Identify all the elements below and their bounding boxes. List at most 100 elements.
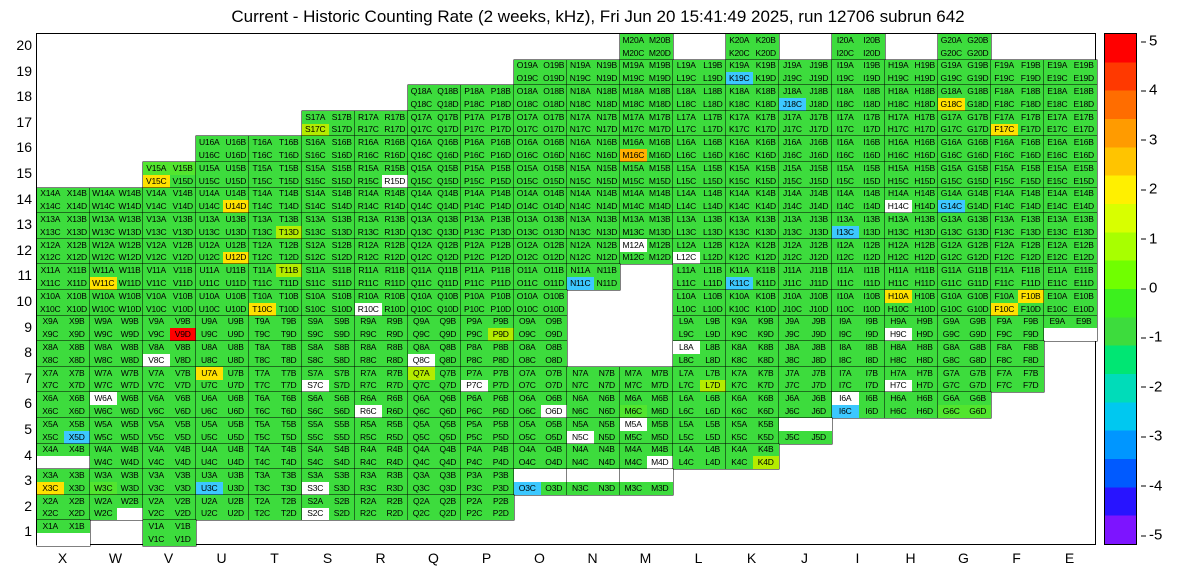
cell-quad-S11A: S11A (302, 264, 329, 278)
cell-quad-Q8C: Q8C (408, 353, 435, 367)
cell-quad-R10C: R10C (355, 302, 382, 316)
cell-quad-G17C: G17C (938, 123, 965, 137)
cell-quad-K19C: K19C (726, 72, 753, 86)
cell-quad-G18D: G18D (964, 97, 991, 111)
heatmap-cell-V11: V11A V11B V11C V11D (143, 264, 196, 290)
cell-quad-H12D: H12D (911, 251, 938, 265)
cell-quad-E9A: E9A (1044, 315, 1071, 329)
cell-quad-K5A: K5A (726, 418, 753, 431)
cell-quad-P17A: P17A (461, 110, 488, 124)
heatmap-cell-W8: W8A W8B W8C W8D (90, 341, 143, 367)
cell-quad-T8D: T8D (275, 353, 302, 367)
x-axis-label-L: L (694, 550, 703, 566)
cell-quad-U15A: U15A (196, 162, 223, 175)
cell-quad-S10B: S10B (328, 290, 355, 303)
cell-quad-V6B: V6B (169, 392, 196, 406)
cell-quad-N3C: N3C (567, 481, 594, 495)
cell-quad-K20A: K20A (726, 34, 753, 47)
heatmap-cell-W3: W3A W3B W3C W3D (90, 469, 143, 495)
cell-quad-F15A: F15A (991, 162, 1018, 175)
cell-quad-N5A: N5A (567, 418, 594, 431)
cell-quad-K17B: K17B (752, 110, 779, 124)
cell-quad-S16A: S16A (302, 136, 329, 150)
heatmap-cell-P8: P8A P8B P8C P8D (461, 341, 514, 367)
colorbar-tick-label-5: 5 (1140, 32, 1158, 50)
cell-quad-J8B: J8B (805, 341, 832, 354)
cell-quad-T7A: T7A (249, 366, 276, 380)
cell-quad-U8D: U8D (222, 353, 249, 367)
cell-quad-K20B: K20B (752, 34, 779, 47)
cell-quad-K14A: K14A (726, 187, 753, 201)
cell-quad-Q13B: Q13B (434, 213, 461, 226)
heatmap-cell-S10: S10A S10B S10C S10D (302, 290, 355, 316)
cell-quad-F14D: F14D (1017, 200, 1044, 214)
cell-quad-S9B: S9B (328, 315, 355, 329)
heatmap-cell-F13: F13A F13B F13C F13D (991, 213, 1044, 239)
heatmap-cell-J10: J10A J10B J10C J10D (779, 290, 832, 316)
cell-quad-V8C: V8C (143, 353, 170, 367)
cell-quad-V15C: V15C (143, 174, 170, 188)
cell-quad-S4D: S4D (328, 456, 355, 470)
cell-quad-U10D: U10D (222, 302, 249, 316)
cell-quad-O15A: O15A (514, 162, 541, 175)
cell-quad-M14B: M14B (646, 187, 673, 201)
cell-quad-K16D: K16D (752, 149, 779, 162)
heatmap-cell-X13: X13A X13B X13C X13D (37, 213, 90, 239)
cell-quad-R17C: R17C (355, 123, 382, 137)
cell-quad-P11C: P11C (461, 277, 488, 290)
heatmap-cell-E17: E17A E17B E17C E17D (1044, 110, 1097, 137)
cell-quad-L9D: L9D (699, 328, 726, 342)
cell-quad-F11D: F11D (1017, 277, 1044, 290)
cell-quad-N12C: N12C (567, 251, 594, 265)
cell-quad-R5D: R5D (381, 430, 408, 444)
cell-quad-M4B: M4B (646, 443, 673, 457)
cell-quad-M12D: M12D (646, 251, 673, 265)
cell-quad-S6A: S6A (302, 392, 329, 406)
cell-quad-Q6A: Q6A (408, 392, 435, 406)
cell-quad-W9C: W9C (90, 328, 117, 342)
cell-quad-P17D: P17D (487, 123, 514, 137)
cell-quad-U5D: U5D (222, 430, 249, 444)
cell-quad-O18A: O18A (514, 85, 541, 98)
cell-quad-I7B: I7B (858, 366, 885, 380)
cell-quad-T10A: T10A (249, 290, 276, 303)
cell-quad-K7B: K7B (752, 366, 779, 380)
heatmap-cell-P18: P18A P18B P18C P18D (461, 85, 514, 111)
cell-quad-V1C: V1C (143, 533, 170, 546)
cell-quad-W11C: W11C (90, 277, 117, 290)
cell-quad-F8D: F8D (1017, 353, 1044, 367)
cell-quad-K7A: K7A (726, 366, 753, 380)
heatmap-cell-X12: X12A X12B X12C X12D (37, 238, 90, 265)
cell-quad-X7B: X7B (63, 366, 90, 380)
cell-quad-O12D: O12D (540, 251, 567, 265)
cell-quad-L4B: L4B (699, 443, 726, 457)
heatmap-cell-M7: M7A M7B M7C M7D (620, 366, 673, 393)
heatmap-cell-X5: X5A X5B X5C X5D (37, 418, 90, 444)
cell-quad-J17C: J17C (779, 123, 806, 137)
cell-quad-M13A: M13A (620, 213, 647, 226)
y-axis-label-9: 9 (24, 318, 32, 335)
cell-quad-S8C: S8C (302, 353, 329, 367)
cell-quad-E12B: E12B (1070, 238, 1097, 252)
cell-quad-G16B: G16B (964, 136, 991, 150)
cell-quad-I10C: I10C (832, 302, 859, 316)
heatmap-cell-N14: N14A N14B N14C N14D (567, 187, 620, 214)
cell-quad-U14D: U14D (222, 200, 249, 214)
cell-quad-J11A: J11A (779, 264, 806, 278)
cell-quad-R10D: R10D (381, 302, 408, 316)
cell-quad-H18A: H18A (885, 85, 912, 98)
cell-quad-J11B: J11B (805, 264, 832, 278)
cell-quad-X6D: X6D (63, 405, 90, 418)
cell-quad-Q13D: Q13D (434, 225, 461, 239)
cell-quad-R8D: R8D (381, 353, 408, 367)
cell-quad-L16A: L16A (673, 136, 700, 150)
cell-quad-R15C: R15C (355, 174, 382, 188)
cell-quad-E15B: E15B (1070, 162, 1097, 175)
x-axis-label-P: P (481, 550, 492, 566)
cell-quad-H19A: H19A (885, 59, 912, 73)
cell-quad-G19A: G19A (938, 59, 965, 73)
heatmap-cell-O15: O15A O15B O15C O15D (514, 162, 567, 188)
heatmap-cell-I20: I20A I20B I20C I20D (832, 34, 885, 60)
cell-quad-M7D: M7D (646, 379, 673, 393)
